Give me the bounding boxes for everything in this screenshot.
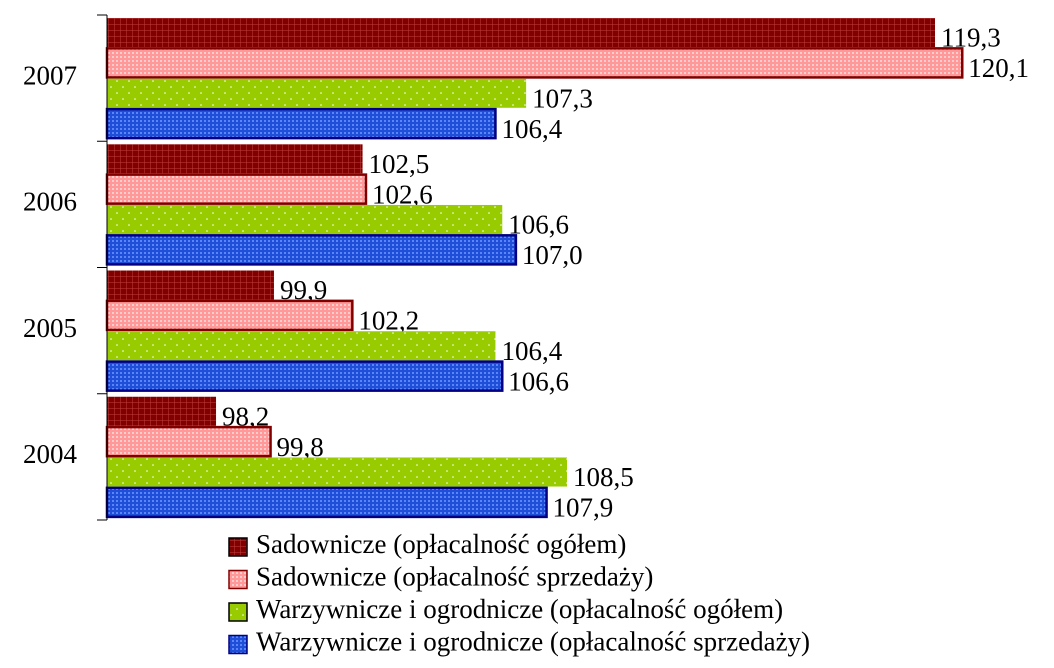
legend-swatch: [228, 569, 248, 590]
bar: [105, 425, 272, 458]
bar: [105, 234, 518, 266]
value-label: 102,2: [358, 306, 419, 336]
value-label: 107,9: [553, 493, 614, 523]
legend-label: Warzywnicze i ogrodnicze (opłacalność og…: [256, 594, 783, 624]
bar: [107, 331, 496, 361]
bar: [107, 204, 503, 235]
y-tick-label: 2004: [23, 439, 78, 469]
bar: [107, 396, 217, 426]
value-label: 102,5: [369, 149, 430, 179]
bar: [107, 457, 567, 487]
bar: [105, 107, 497, 140]
value-label: 107,3: [532, 83, 593, 113]
value-label: 107,0: [522, 240, 583, 270]
y-tick-label: 2005: [23, 313, 77, 343]
value-label: 106,6: [508, 210, 569, 240]
value-label: 106,4: [501, 114, 562, 144]
bar: [107, 78, 527, 108]
bar: [105, 360, 504, 392]
value-label: 99,8: [277, 432, 324, 462]
y-tick-label: 2006: [23, 187, 77, 217]
bar: [105, 173, 368, 205]
legend-label: Sadownicze (opłacalność ogółem): [256, 529, 626, 559]
legend-swatch: [228, 602, 248, 622]
y-tick-label: 2007: [23, 60, 77, 90]
bar: [107, 144, 363, 174]
legend-swatch: [228, 537, 248, 557]
value-label: 102,6: [372, 179, 433, 209]
value-label: 120,1: [968, 53, 1029, 83]
legend-label: Warzywnicze i ogrodnicze (opłacalność sp…: [256, 627, 810, 657]
bar: [107, 270, 274, 300]
value-label: 106,4: [501, 336, 562, 366]
bar: [105, 299, 354, 332]
bar: [105, 486, 548, 519]
legend-label: Sadownicze (opłacalność sprzedaży): [256, 562, 653, 592]
bar: [107, 18, 935, 48]
legend-swatch: [228, 634, 248, 655]
bar: [105, 47, 964, 79]
value-label: 108,5: [573, 462, 634, 492]
value-label: 106,6: [508, 366, 569, 396]
